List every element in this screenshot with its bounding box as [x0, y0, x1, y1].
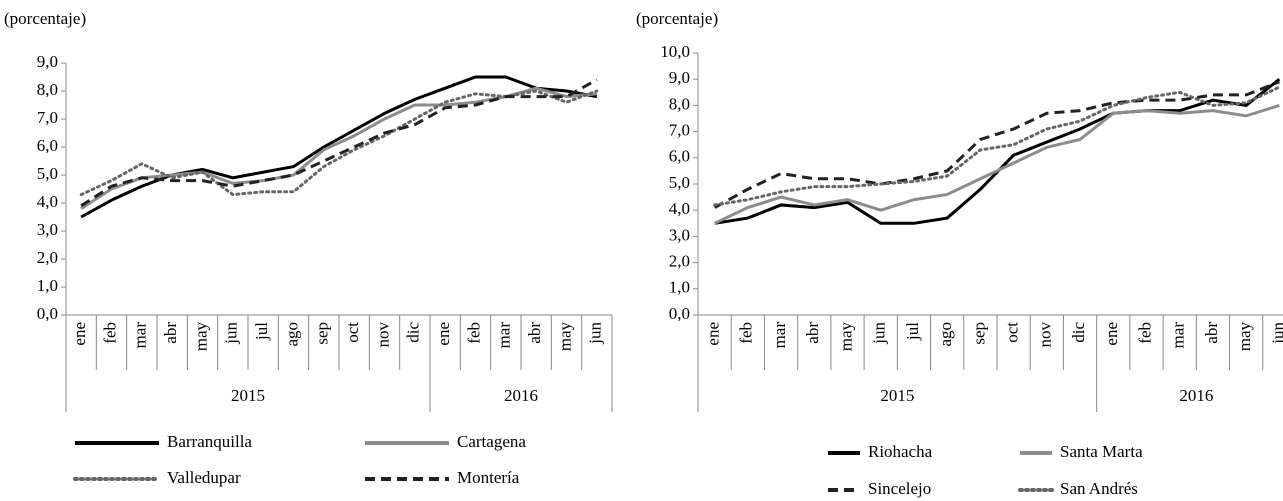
y-tick-label: 9,0 — [669, 68, 690, 87]
legend-label: Barranquilla — [167, 432, 252, 451]
y-tick-label: 1,0 — [37, 276, 58, 295]
x-tick-label: oct — [1003, 322, 1022, 343]
x-tick-label: dic — [404, 322, 423, 343]
x-tick-label: jun — [586, 322, 605, 345]
y-tick-label: 4,0 — [669, 199, 690, 218]
x-tick-label: feb — [1135, 322, 1154, 344]
x-tick-label: may — [555, 322, 574, 352]
y-tick-label: 6,0 — [669, 147, 690, 166]
group-label: 2016 — [504, 386, 538, 405]
group-label: 2015 — [880, 386, 914, 405]
x-tick-label: ene — [70, 322, 89, 346]
y-axis-label: (porcentaje) — [4, 9, 86, 28]
y-tick-label: 1,0 — [669, 278, 690, 297]
series-line — [80, 75, 598, 219]
series-line — [80, 86, 597, 210]
x-tick-label: mar — [495, 322, 514, 349]
y-tick-label: 8,0 — [37, 80, 58, 99]
x-tick-label: abr — [1202, 322, 1221, 344]
series-line — [713, 85, 1281, 207]
x-tick-label: oct — [343, 322, 362, 343]
x-tick-label: abr — [803, 322, 822, 344]
x-tick-label: feb — [737, 322, 756, 344]
x-tick-label: jul — [252, 322, 271, 341]
y-tick-label: 0,0 — [669, 304, 690, 323]
x-tick-label: sep — [313, 322, 332, 345]
x-tick-label: mar — [770, 322, 789, 349]
x-tick-label: ene — [1102, 322, 1121, 346]
x-tick-label: abr — [525, 322, 544, 344]
x-tick-label: dic — [1069, 322, 1088, 343]
x-tick-label: may — [191, 322, 210, 352]
x-tick-label: may — [1235, 322, 1254, 352]
y-tick-label: 5,0 — [37, 164, 58, 183]
series-line — [713, 80, 1280, 209]
x-tick-label: feb — [100, 322, 119, 344]
legend-label: Montería — [457, 468, 520, 487]
y-tick-label: 2,0 — [37, 248, 58, 267]
x-tick-label: jun — [870, 322, 889, 345]
x-tick-label: jun — [222, 322, 241, 345]
y-tick-label: 6,0 — [37, 136, 58, 155]
y-tick-label: 3,0 — [669, 225, 690, 244]
y-tick-label: 2,0 — [669, 252, 690, 271]
legend-label: Valledupar — [167, 468, 241, 487]
x-tick-label: ago — [936, 322, 955, 347]
y-axis-label: (porcentaje) — [636, 9, 718, 28]
legend-label: Riohacha — [868, 442, 933, 461]
y-tick-label: 10,0 — [660, 42, 690, 61]
y-tick-label: 3,0 — [37, 220, 58, 239]
x-tick-label: may — [836, 322, 855, 352]
group-label: 2016 — [1179, 386, 1213, 405]
x-tick-label: feb — [464, 322, 483, 344]
x-tick-label: mar — [131, 322, 150, 349]
x-tick-label: ene — [434, 322, 453, 346]
x-tick-label: nov — [373, 322, 392, 348]
x-tick-label: mar — [1169, 322, 1188, 349]
x-tick-label: sep — [969, 322, 988, 345]
series-line — [713, 103, 1280, 225]
y-tick-label: 7,0 — [669, 121, 690, 140]
legend-label: Santa Marta — [1060, 442, 1143, 461]
legend-label: Sincelejo — [868, 479, 931, 498]
y-tick-label: 8,0 — [669, 94, 690, 113]
x-tick-label: abr — [161, 322, 180, 344]
x-tick-label: nov — [1036, 322, 1055, 348]
y-tick-label: 4,0 — [37, 192, 58, 211]
x-tick-label: ene — [704, 322, 723, 346]
y-tick-label: 9,0 — [37, 52, 58, 71]
x-tick-label: jun — [1268, 322, 1283, 345]
x-tick-label: jul — [903, 322, 922, 341]
legend-label: San Andrés — [1060, 479, 1138, 498]
y-tick-label: 0,0 — [37, 304, 58, 323]
legend-label: Cartagena — [457, 432, 526, 451]
y-tick-label: 7,0 — [37, 108, 58, 127]
y-tick-label: 5,0 — [669, 173, 690, 192]
group-label: 2015 — [231, 386, 265, 405]
x-tick-label: ago — [282, 322, 301, 347]
series-line — [80, 78, 598, 208]
